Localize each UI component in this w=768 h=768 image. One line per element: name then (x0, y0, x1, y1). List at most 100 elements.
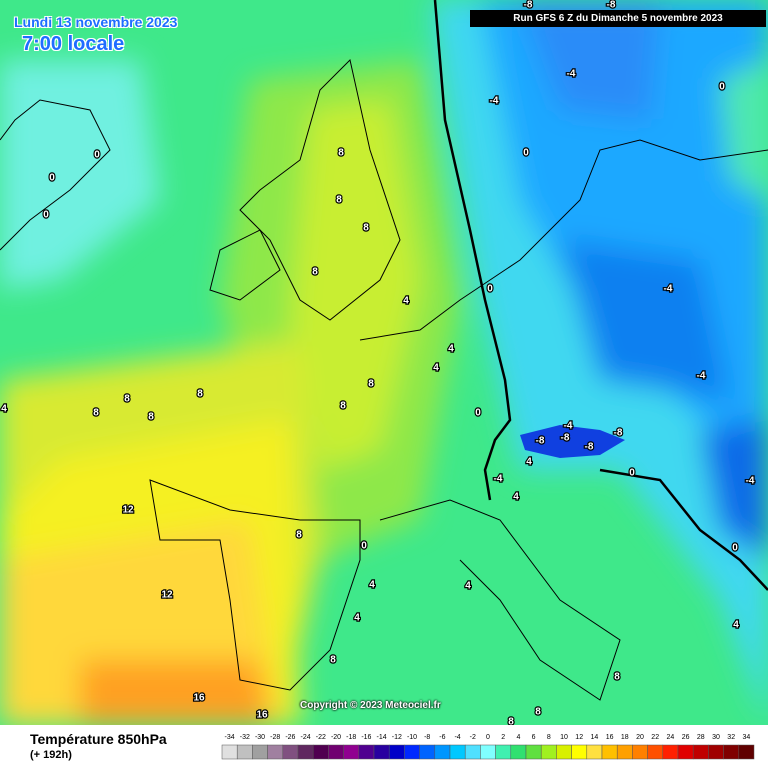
contour-label: 8 (508, 717, 514, 725)
contour-label: 8 (197, 389, 203, 400)
scale-swatch (616, 744, 633, 760)
contour-label: 16 (193, 693, 205, 704)
contour-label: 0 (475, 408, 481, 419)
scale-swatch (282, 744, 299, 760)
scale-label: -14 (377, 734, 387, 741)
scale-swatch (419, 744, 436, 760)
contour-label: 0 (629, 468, 635, 479)
contour-label: 8 (148, 412, 154, 423)
contour-label: -8 (561, 433, 570, 444)
freezing-line (433, 0, 512, 501)
scale-swatch (647, 744, 664, 760)
contour-label: 4 (403, 296, 409, 307)
scale-swatch (677, 744, 694, 760)
scale-label: 20 (636, 734, 644, 741)
contour-label: 4 (354, 613, 360, 624)
contour-label: -4 (697, 371, 706, 382)
contour-label: 8 (363, 223, 369, 234)
scale-swatch (297, 744, 314, 760)
scale-swatch (480, 744, 496, 760)
scale-label: 0 (486, 734, 490, 741)
scale-swatch (556, 744, 572, 760)
scale-swatch (328, 744, 344, 760)
contour-labels: 000 888844488888841212161680444888800-4-4… (0, 0, 756, 725)
scale-swatch (312, 744, 329, 760)
scale-label: 26 (682, 734, 690, 741)
coastline (359, 139, 768, 341)
coastline (149, 479, 361, 691)
scale-label: -2 (470, 734, 476, 741)
contour-label: 4 (448, 344, 454, 355)
scale-label: 10 (560, 734, 568, 741)
contour-label: -8 (524, 0, 533, 11)
scale-label: 30 (712, 734, 720, 741)
coastline (379, 499, 621, 701)
contour-label: 4 (465, 581, 471, 592)
scale-swatch (571, 744, 588, 760)
contour-label: 8 (296, 530, 302, 541)
contour-label: 0 (487, 284, 493, 295)
contour-label: 0 (719, 82, 725, 93)
contour-label: -4 (746, 476, 755, 487)
scale-swatch (388, 744, 405, 760)
scale-swatch (525, 744, 542, 760)
contour-label: 4 (369, 580, 375, 591)
scale-swatch (236, 744, 253, 760)
scale-swatch (449, 744, 466, 760)
coastline (0, 99, 111, 251)
copyright: Copyright © 2023 Meteociel.fr (300, 700, 441, 711)
lead-time: (+ 192h) (30, 749, 72, 761)
contour-label: 4 (526, 457, 532, 468)
forecast-time: 7:00 locale (22, 33, 125, 55)
scale-label: 2 (501, 734, 505, 741)
scale-label: 18 (621, 734, 629, 741)
cold-pool (520, 425, 625, 458)
contour-label: 8 (340, 401, 346, 412)
contour-label: -8 (585, 442, 594, 453)
scale-swatch (601, 744, 618, 760)
temperature-map: 000 888844488888841212161680444888800-4-4… (0, 0, 768, 725)
legend-bar: Température 850hPa (+ 192h) -34 -32 -30 -28… (0, 725, 768, 768)
scale-label: 34 (743, 734, 751, 741)
contour-label: 8 (368, 379, 374, 390)
scale-swatch (252, 744, 268, 760)
scale-swatch (434, 744, 451, 760)
contour-label: 12 (122, 505, 134, 516)
scale-label: -24 (301, 734, 311, 741)
scale-swatch (662, 744, 679, 760)
scale-label: -20 (331, 734, 341, 741)
scale-label: -12 (392, 734, 402, 741)
contour-label: -8 (536, 436, 545, 447)
contour-label: 0 (732, 543, 738, 554)
contour-label: 8 (535, 707, 541, 718)
scale-swatch (738, 744, 755, 760)
freezing-line (599, 468, 768, 591)
contour-label: 4 (733, 620, 739, 631)
contour-label: -8 (607, 0, 616, 11)
scale-label: -6 (439, 734, 445, 741)
contour-label: 0 (49, 173, 55, 184)
scale-label: 24 (667, 734, 675, 741)
contour-label: 4 (513, 492, 519, 503)
scale-swatch (632, 744, 648, 760)
scale-swatch (267, 744, 284, 760)
scale-label: -10 (407, 734, 417, 741)
scale-label: -16 (361, 734, 371, 741)
scale-label: 14 (591, 734, 599, 741)
coastline (209, 229, 281, 301)
scale-label: -30 (255, 734, 265, 741)
contour-label: -4 (490, 96, 499, 107)
scale-swatch (586, 744, 603, 760)
contour-label: 8 (336, 195, 342, 206)
contour-label: -4 (564, 421, 573, 432)
temperature-field (0, 0, 768, 725)
scale-swatch (358, 744, 375, 760)
contour-label: -4 (567, 69, 576, 80)
contour-label: 8 (124, 394, 130, 405)
contour-label: 12 (161, 590, 173, 601)
scale-swatch (221, 744, 238, 760)
scale-label: -4 (454, 734, 460, 741)
contour-label: 8 (614, 672, 620, 683)
scale-swatch (495, 744, 512, 760)
contour-label: -4 (664, 284, 673, 295)
